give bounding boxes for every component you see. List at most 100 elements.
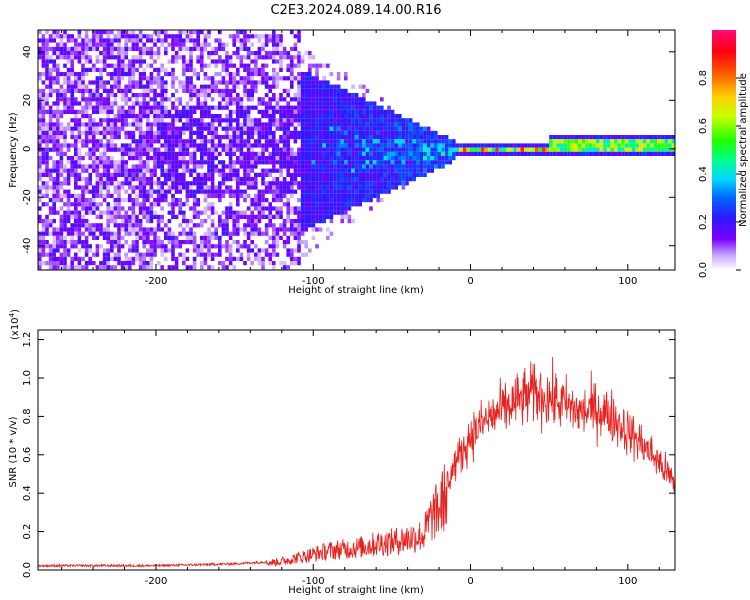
heatmap-cell — [239, 105, 244, 110]
heatmap-cell — [138, 177, 143, 182]
heatmap-cell — [63, 256, 67, 261]
heatmap-cell — [239, 126, 244, 131]
heatmap-cell — [174, 88, 179, 93]
heatmap-cell — [182, 181, 186, 186]
heatmap-cell — [315, 109, 319, 114]
heatmap-cell — [106, 252, 110, 257]
heatmap-cell — [99, 80, 103, 85]
heatmap-cell — [99, 101, 103, 106]
heatmap-cell — [261, 214, 265, 219]
heatmap-cell — [221, 181, 226, 186]
x-tick-label: 100 — [618, 576, 637, 587]
heatmap-cell — [192, 93, 197, 98]
heatmap-cell — [632, 143, 636, 148]
heatmap-cell — [275, 160, 280, 165]
heatmap-cell — [124, 130, 128, 135]
heatmap-cell — [77, 214, 82, 219]
heatmap-cell — [178, 109, 182, 114]
heatmap-cell — [189, 185, 193, 190]
heatmap-cell — [383, 160, 388, 165]
heatmap-cell — [279, 59, 283, 64]
heatmap-cell — [70, 80, 74, 85]
heatmap-cell — [275, 244, 280, 249]
heatmap-cell — [174, 189, 179, 194]
heatmap-cell — [412, 122, 416, 127]
heatmap-cell — [164, 126, 168, 131]
heatmap-cell — [59, 256, 64, 261]
heatmap-cell — [362, 172, 366, 177]
heatmap-cell — [340, 206, 344, 211]
heatmap-cell — [41, 240, 46, 245]
heatmap-cell — [588, 143, 593, 148]
heatmap-cell — [207, 265, 211, 270]
heatmap-cell — [279, 156, 283, 161]
heatmap-cell — [300, 185, 305, 190]
heatmap-cell — [254, 59, 258, 64]
heatmap-cell — [549, 147, 553, 152]
heatmap-cell — [369, 139, 373, 144]
heatmap-cell — [124, 30, 128, 35]
heatmap-cell — [354, 164, 359, 169]
heatmap-cell — [149, 105, 154, 110]
heatmap-cell — [156, 240, 161, 245]
heatmap-cell — [351, 143, 355, 148]
heatmap-cell — [315, 189, 319, 194]
heatmap-cell — [84, 223, 89, 228]
heatmap-cell — [102, 164, 107, 169]
heatmap-cell — [268, 219, 272, 224]
heatmap-cell — [185, 46, 190, 51]
heatmap-cell — [448, 147, 452, 152]
heatmap-cell — [495, 151, 499, 156]
heatmap-cell — [441, 135, 445, 140]
heatmap-cell — [311, 168, 316, 173]
heatmap-cell — [272, 189, 276, 194]
heatmap-cell — [178, 172, 182, 177]
heatmap-cell — [138, 34, 143, 39]
heatmap-cell — [279, 126, 283, 131]
heatmap-cell — [153, 202, 157, 207]
heatmap-cell — [210, 202, 215, 207]
heatmap-cell — [45, 185, 49, 190]
colorbar-tick-label: 0.0 — [698, 262, 709, 278]
heatmap-cell — [164, 88, 168, 93]
heatmap-cell — [279, 42, 283, 47]
heatmap-cell — [182, 88, 186, 93]
heatmap-cell — [196, 164, 200, 169]
heatmap-cell — [88, 38, 92, 43]
heatmap-cell — [70, 93, 74, 98]
heatmap-cell — [77, 265, 82, 270]
heatmap-cell — [351, 219, 355, 224]
heatmap-cell — [106, 63, 110, 68]
heatmap-cell — [135, 193, 139, 198]
heatmap-cell — [160, 118, 164, 123]
heatmap-cell — [95, 181, 100, 186]
heatmap-cell — [178, 244, 182, 249]
heatmap-cell — [228, 256, 233, 261]
heatmap-cell — [459, 143, 463, 148]
heatmap-cell — [383, 143, 388, 148]
heatmap-cell — [250, 231, 254, 236]
heatmap-cell — [347, 185, 352, 190]
heatmap-cell — [261, 156, 265, 161]
heatmap-cell — [405, 160, 409, 165]
heatmap-cell — [434, 130, 438, 135]
heatmap-cell — [257, 46, 262, 51]
heatmap-cell — [128, 38, 132, 43]
heatmap-cell — [128, 143, 132, 148]
heatmap-cell — [56, 151, 60, 156]
heatmap-cell — [408, 168, 413, 173]
heatmap-cell — [41, 168, 46, 173]
y-tick-label: 0.8 — [22, 408, 33, 424]
heatmap-cell — [300, 114, 305, 119]
heatmap-cell — [383, 147, 388, 152]
heatmap-cell — [228, 118, 233, 123]
heatmap-cell — [336, 105, 341, 110]
heatmap-cell — [387, 130, 391, 135]
heatmap-cell — [264, 172, 269, 177]
heatmap-cell — [92, 135, 96, 140]
heatmap-cell — [362, 193, 366, 198]
heatmap-cell — [351, 93, 355, 98]
heatmap-cell — [203, 93, 208, 98]
heatmap-cell — [286, 210, 290, 215]
heatmap-cell — [264, 135, 269, 140]
